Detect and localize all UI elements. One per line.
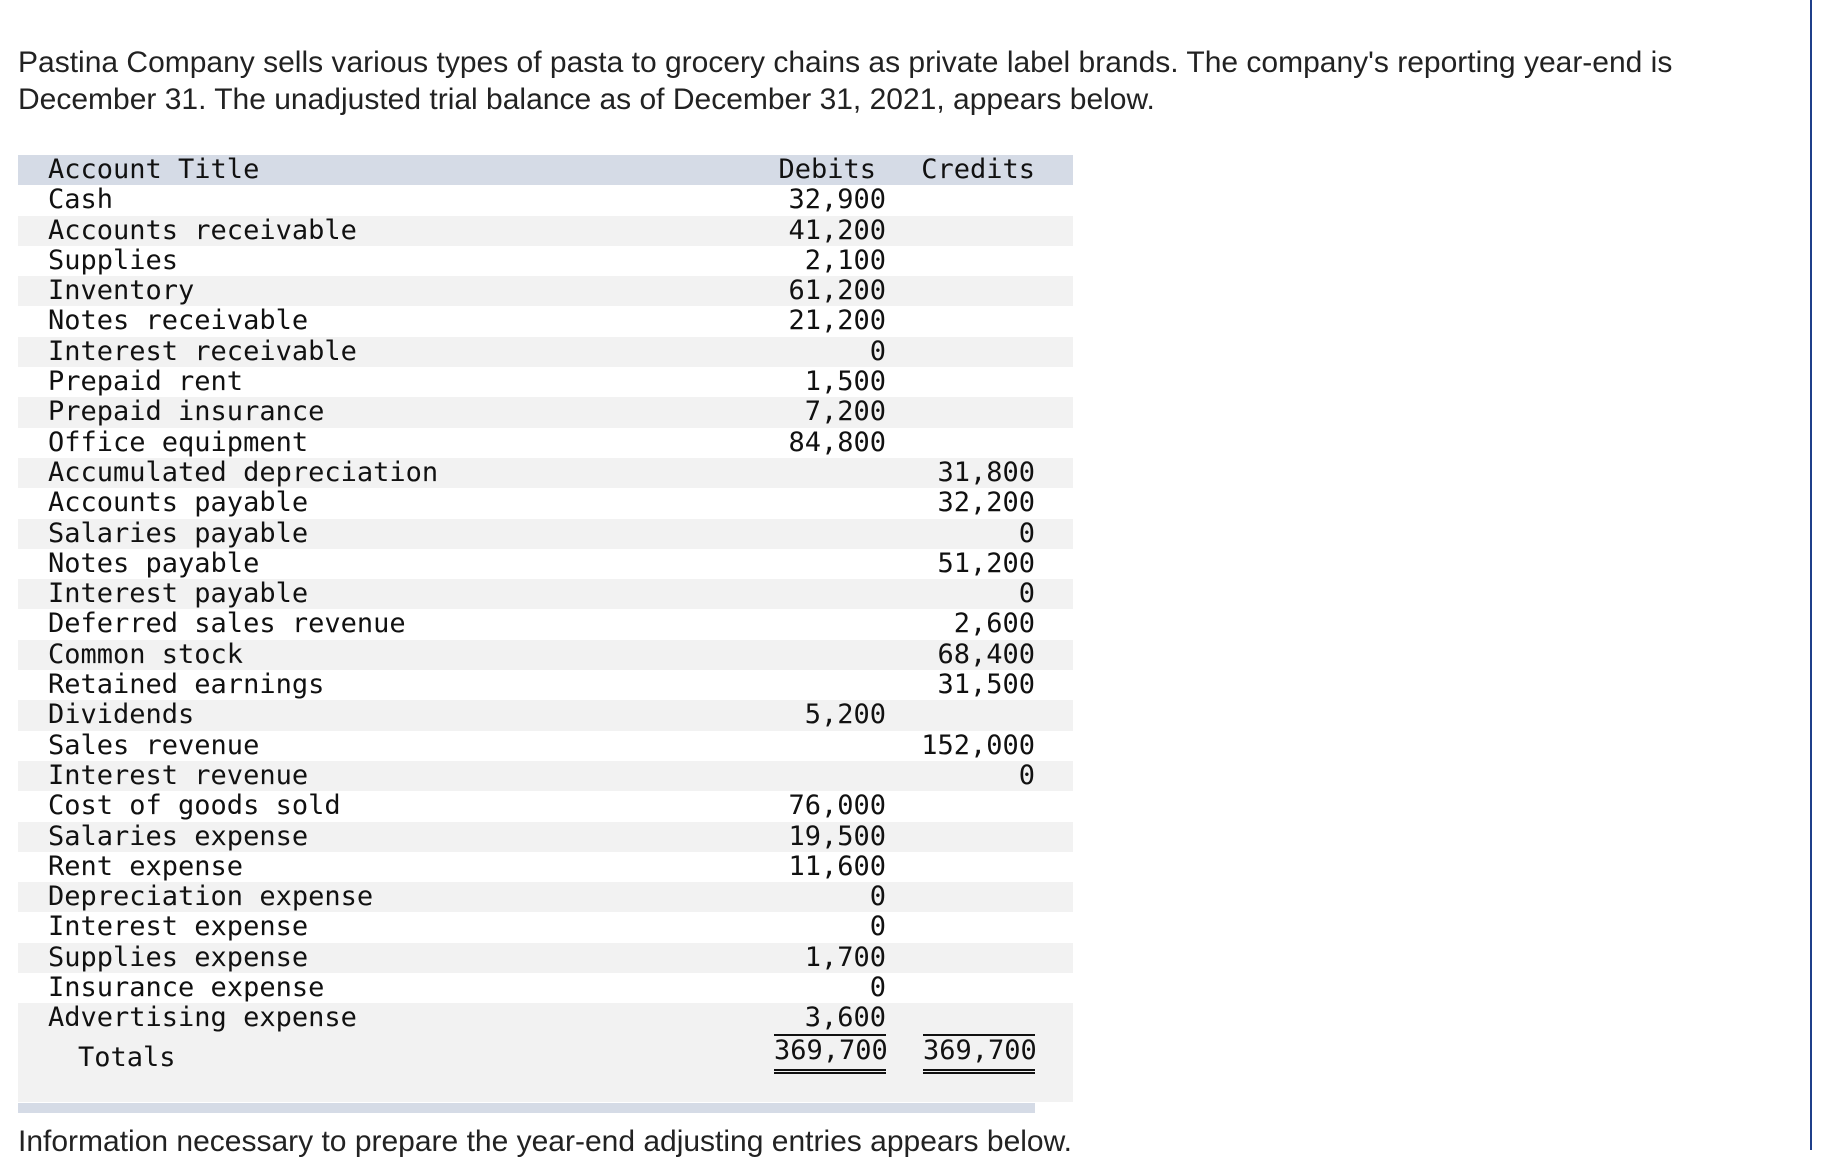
table-row: Supplies expense 1,700 [18,941,1073,974]
header-credits: Credits [921,154,1035,185]
account-title-cell: Common stock [48,638,244,670]
debit-cell: 32,900 [788,184,886,216]
credit-cell: 32,200 [937,487,1035,519]
table-row: Notes payable 51,200 [18,547,1073,579]
account-title-cell: Inventory [48,275,195,307]
debit-cell: 1,700 [804,941,886,973]
table-body: Cash 32,900 Accounts receivable 41,200 Suppl… [18,184,1073,1034]
table-row: Deferred sales revenue 2,600 [18,608,1073,640]
account-title-cell: Accounts payable [48,487,309,519]
header-account-title: Account Title [48,154,260,185]
right-edge-rule [1810,0,1812,1150]
table-footer-bar [18,1103,1035,1113]
account-title-cell: Cost of goods sold [48,790,341,822]
account-title-cell: Accumulated depreciation [48,456,439,488]
table-row: Advertising expense 3,600 [18,1002,1073,1034]
table-row: Supplies 2,100 [18,244,1073,276]
account-title-cell: Depreciation expense [48,881,374,913]
table-bottom-padding [18,1081,1073,1102]
account-title-cell: Rent expense [48,850,244,882]
table-row: Interest revenue 0 [18,759,1073,792]
table-row: Rent expense 11,600 [18,850,1073,882]
debit-cell: 0 [869,972,886,1004]
intro-paragraph: Pastina Company sells various types of p… [18,46,1673,116]
header-debits: Debits [778,154,876,185]
credit-cell: 152,000 [921,729,1035,761]
table-row: Insurance expense 0 [18,972,1073,1004]
totals-row: Totals 369,700 369,700 [18,1033,1073,1082]
credit-cell: 31,800 [937,456,1035,488]
debit-cell: 7,200 [804,396,886,428]
table-row: Interest expense 0 [18,911,1073,943]
debit-cell: 61,200 [788,275,886,307]
debit-cell: 1,500 [804,366,886,398]
table-row: Cost of goods sold 76,000 [18,790,1073,822]
account-title-cell: Interest expense [48,911,309,943]
table-row: Inventory 61,200 [18,275,1073,307]
table-row: Depreciation expense 0 [18,881,1073,913]
table-header-row: Account Title Debits Credits [18,154,1073,186]
account-title-cell: Advertising expense [48,1002,357,1034]
debit-cell: 84,800 [788,426,886,458]
debit-cell: 11,600 [788,850,886,882]
account-title-cell: Accounts receivable [48,214,357,246]
debit-cell: 5,200 [804,699,886,731]
table-row: Accounts receivable 41,200 [18,214,1073,246]
table-row: Accounts payable 32,200 [18,487,1073,519]
table-row: Accumulated depreciation 31,800 [18,456,1073,489]
account-title-cell: Retained earnings [48,669,325,701]
account-title-cell: Insurance expense [48,972,325,1004]
table-row: Dividends 5,200 [18,699,1073,731]
table-row: Prepaid insurance 7,200 [18,396,1073,428]
account-title-cell: Interest receivable [48,335,357,367]
credit-cell: 0 [1018,578,1035,610]
info-paragraph: Information necessary to prepare the yea… [18,1125,1072,1158]
credit-cell: 2,600 [953,608,1035,640]
credit-cell: 0 [1018,759,1035,791]
debit-cell: 76,000 [788,790,886,822]
table-row: Sales revenue 152,000 [18,729,1073,761]
account-title-cell: Interest payable [48,578,309,610]
debit-cell: 0 [869,911,886,943]
account-title-cell: Prepaid insurance [48,396,325,428]
table-row: Cash 32,900 [18,184,1073,216]
account-title-cell: Notes receivable [48,305,309,337]
debit-cell: 0 [869,881,886,913]
debit-cell: 0 [869,335,886,367]
credit-cell: 31,500 [937,669,1035,701]
totals-credit: 369,700 [923,1033,1037,1074]
account-title-cell: Notes payable [48,547,260,579]
totals-debit: 369,700 [774,1033,888,1074]
table-row: Interest receivable 0 [18,335,1073,368]
table-row: Notes receivable 21,200 [18,305,1073,337]
account-title-cell: Sales revenue [48,729,260,761]
table-row: Retained earnings 31,500 [18,669,1073,701]
table-row: Office equipment 84,800 [18,426,1073,458]
table-row: Interest payable 0 [18,578,1073,610]
account-title-cell: Prepaid rent [48,366,244,398]
table-row: Salaries payable 0 [18,517,1073,549]
account-title-cell: Interest revenue [48,759,309,791]
table-row: Prepaid rent 1,500 [18,366,1073,398]
credit-cell: 51,200 [937,547,1035,579]
credit-cell: 68,400 [937,638,1035,670]
account-title-cell: Salaries payable [48,517,309,549]
trial-balance-table: Account Title Debits Credits Cash 32,900 A… [18,154,1073,1102]
table-row: Salaries expense 19,500 [18,820,1073,852]
account-title-cell: Office equipment [48,426,309,458]
totals-label: Totals [78,1041,176,1073]
account-title-cell: Cash [48,184,114,216]
debit-cell: 3,600 [804,1002,886,1034]
account-title-cell: Supplies [48,244,179,276]
debit-cell: 19,500 [788,820,886,852]
account-title-cell: Deferred sales revenue [48,608,406,640]
account-title-cell: Salaries expense [48,820,309,852]
account-title-cell: Supplies expense [48,941,309,973]
credit-cell: 0 [1018,517,1035,549]
table-row: Common stock 68,400 [18,638,1073,671]
debit-cell: 2,100 [804,244,886,276]
account-title-cell: Dividends [48,699,195,731]
debit-cell: 41,200 [788,214,886,246]
debit-cell: 21,200 [788,305,886,337]
